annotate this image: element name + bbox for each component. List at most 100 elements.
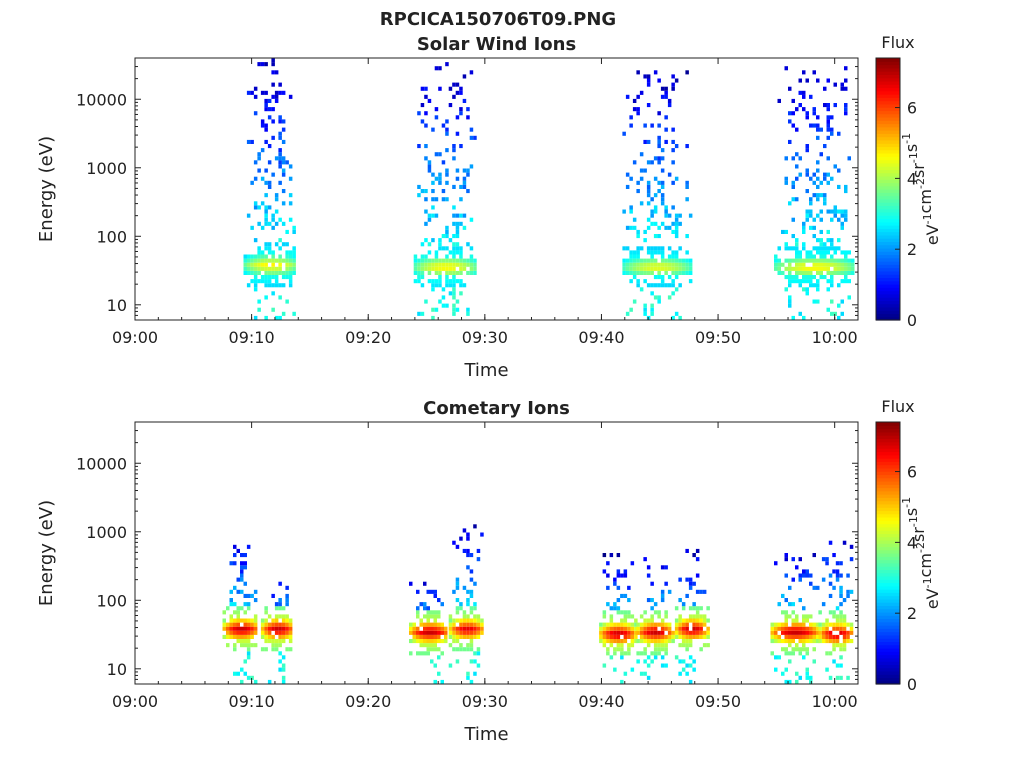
colorbar-step xyxy=(876,575,900,580)
heatmap-cell xyxy=(844,254,848,259)
heatmap-cell xyxy=(650,270,654,275)
heatmap-cell xyxy=(819,193,823,198)
heatmap-cell xyxy=(445,131,449,136)
colorbar-step xyxy=(876,422,900,426)
heatmap-cell xyxy=(427,242,432,247)
heatmap-cell xyxy=(476,647,481,652)
heatmap-cell xyxy=(791,197,795,202)
colorbar-step xyxy=(876,290,900,295)
heatmap-cell xyxy=(226,634,230,639)
colorbar-step xyxy=(876,664,900,669)
heatmap-cell xyxy=(260,647,265,652)
heatmap-cell xyxy=(819,275,823,280)
heatmap-cell xyxy=(281,258,286,263)
heatmap-cell xyxy=(671,127,675,132)
colorbar-step xyxy=(876,431,900,436)
heatmap-cell xyxy=(795,565,799,570)
heatmap-cell xyxy=(660,663,665,668)
heatmap-cell xyxy=(643,659,647,664)
heatmap-cell xyxy=(702,643,707,648)
heatmap-cell xyxy=(788,246,792,251)
heatmap-cell xyxy=(423,614,427,619)
heatmap-cell xyxy=(438,299,442,304)
heatmap-cell xyxy=(452,242,456,247)
heatmap-cell xyxy=(671,262,675,267)
heatmap-cell xyxy=(657,651,661,656)
heatmap-cell xyxy=(660,180,665,185)
heatmap-cell xyxy=(427,262,432,267)
heatmap-cell xyxy=(632,98,637,103)
heatmap-cell xyxy=(826,127,830,132)
colorbar-step xyxy=(876,644,900,649)
heatmap-cell xyxy=(819,180,823,185)
heatmap-cell xyxy=(452,647,456,652)
colorbar-step xyxy=(876,661,900,665)
heatmap-cell xyxy=(646,74,651,79)
heatmap-cell xyxy=(798,270,802,275)
heatmap-cell xyxy=(445,262,449,267)
heatmap-cell xyxy=(613,639,617,644)
heatmap-cell xyxy=(819,266,823,271)
heatmap-cell xyxy=(846,675,850,680)
heatmap-cell xyxy=(419,602,423,607)
heatmap-cell xyxy=(802,229,806,234)
heatmap-cell xyxy=(844,66,848,71)
heatmap-cell xyxy=(657,622,661,627)
heatmap-cell xyxy=(441,262,446,267)
heatmap-cell xyxy=(802,639,806,644)
y-tick-label: 10 xyxy=(107,296,127,315)
heatmap-cell xyxy=(842,639,847,644)
heatmap-cell xyxy=(423,630,427,635)
colorbar-step xyxy=(876,283,900,288)
heatmap-cell xyxy=(681,602,686,607)
heatmap-cell xyxy=(630,630,635,635)
heatmap-cell xyxy=(233,553,237,558)
heatmap-cell xyxy=(653,651,658,656)
heatmap-cell xyxy=(653,630,658,635)
heatmap-cell xyxy=(816,197,820,202)
heatmap-cell xyxy=(816,270,820,275)
colorbar-tick-label: 4 xyxy=(907,169,917,188)
heatmap-cell xyxy=(798,634,802,639)
heatmap-cell xyxy=(816,258,820,263)
heatmap-burst xyxy=(770,553,820,684)
heatmap-cell xyxy=(452,307,456,312)
heatmap-cell xyxy=(250,90,254,95)
heatmap-cell xyxy=(281,201,286,206)
heatmap-cell xyxy=(770,651,774,656)
heatmap-cell xyxy=(830,131,834,136)
heatmap-cell xyxy=(657,139,661,144)
heatmap-cell xyxy=(441,234,446,239)
heatmap-cell xyxy=(846,573,850,578)
heatmap-cell xyxy=(620,573,624,578)
heatmap-cell xyxy=(441,287,446,292)
heatmap-cell xyxy=(257,266,261,271)
heatmap-cell xyxy=(842,647,847,652)
heatmap-cell xyxy=(466,630,470,635)
heatmap-cell xyxy=(469,577,474,582)
heatmap-cell xyxy=(643,123,647,128)
heatmap-cell xyxy=(653,258,658,263)
heatmap-cell xyxy=(623,622,628,627)
heatmap-cell xyxy=(816,634,820,639)
heatmap-cell xyxy=(685,618,689,623)
heatmap-cell xyxy=(243,659,247,664)
heatmap-cell xyxy=(839,647,843,652)
heatmap-cell xyxy=(630,622,635,627)
heatmap-cell xyxy=(630,634,635,639)
heatmap-cell xyxy=(264,639,268,644)
heatmap-cell xyxy=(784,557,788,562)
heatmap-cell xyxy=(431,258,435,263)
heatmap-cell xyxy=(257,262,261,267)
heatmap-cell xyxy=(438,86,442,91)
heatmap-cell xyxy=(616,585,621,590)
heatmap-cell xyxy=(427,279,432,284)
heatmap-cell xyxy=(260,279,265,284)
heatmap-cell xyxy=(688,258,693,263)
heatmap-cell xyxy=(433,618,437,623)
heatmap-cell xyxy=(285,585,289,590)
heatmap-cell xyxy=(805,250,809,255)
heatmap-cell xyxy=(664,565,668,570)
heatmap-cell xyxy=(664,127,668,132)
